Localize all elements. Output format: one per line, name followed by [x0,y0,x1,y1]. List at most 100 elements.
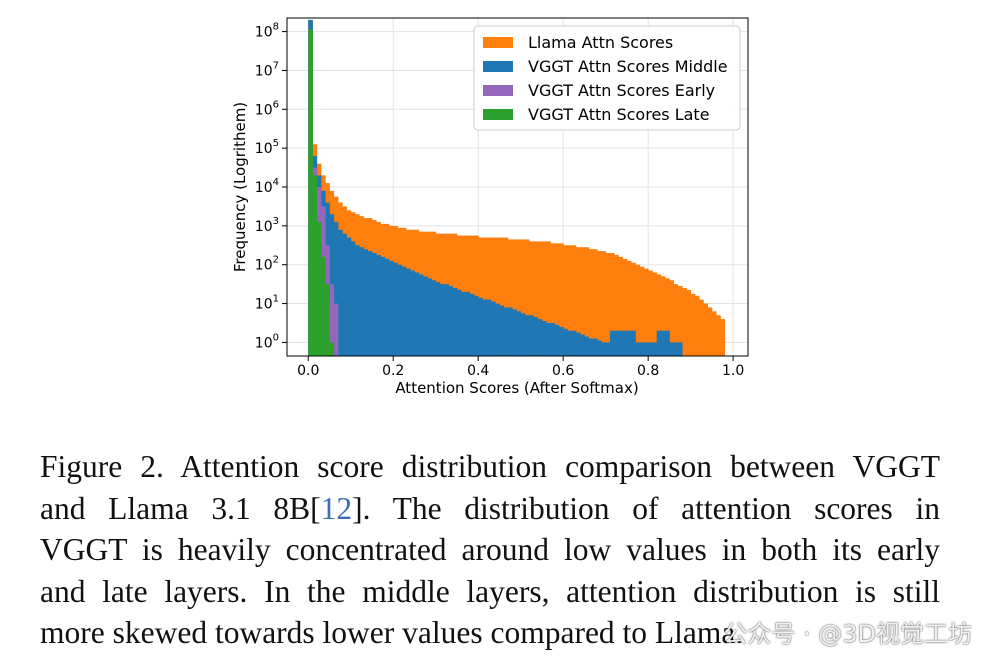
histogram-bar [537,241,543,356]
histogram-bar [495,303,500,356]
caption-line-4: and late layers. In the middle layers, a… [40,573,940,609]
x-tick-label: 0.2 [382,363,404,379]
y-axis-ticks: 100 101 102 103 104 105 106 107 108 [255,22,287,351]
legend-box [473,25,741,131]
histogram-bar [422,276,428,356]
histogram-bar [660,330,666,356]
histogram-bar [465,291,471,356]
histogram-bar [333,221,339,356]
histogram-bar [707,307,713,356]
histogram-bar [524,315,530,356]
histogram-bar [320,256,326,356]
y-tick-label: 103 [255,216,279,235]
histogram-bar [380,256,386,356]
histogram-bar [388,260,394,356]
histogram-bar [584,247,590,356]
histogram-bar [541,321,547,356]
histogram-bar [643,268,649,356]
histogram-bar [631,262,636,356]
histogram-bar [308,29,313,356]
histogram-bar [384,258,390,356]
y-tick-label: 104 [255,177,279,196]
histogram-bar [563,245,568,356]
histogram-bar [567,330,573,356]
histogram-bar [571,245,577,356]
histogram-bar [397,264,403,356]
histogram-bar [669,280,675,356]
histogram-bar [652,272,658,356]
histogram-bar [499,305,505,356]
histogram-bar [597,340,602,356]
legend-label: VGGT Attn Scores Middle [528,57,728,76]
histogram-chart: 0.0 0.2 0.4 0.6 0.8 1.0 100 101 102 103 104 105 106… [231,17,749,397]
histogram-bar [371,253,377,356]
histogram-bar [533,241,539,356]
histogram-bar [588,338,594,356]
histogram-bar [461,291,466,356]
x-axis-ticks: 0.0 0.2 0.4 0.6 0.8 1.0 [297,356,744,379]
histogram-bar [665,278,670,356]
histogram-bar [354,245,360,356]
histogram-bar [575,332,581,356]
histogram-bar [699,299,704,356]
histogram-bar [605,253,611,356]
histogram-bar [325,284,330,356]
histogram-bar [592,249,598,356]
watermark: 公众号 · @3D视觉工坊 [723,620,972,648]
histogram-bar [533,317,539,356]
histogram-bar [554,243,560,356]
histogram-bar [482,237,488,356]
legend-swatch [483,61,513,72]
histogram-bar [495,237,500,356]
histogram-bar [499,237,505,356]
histogram-bar [516,311,522,356]
histogram-bar [558,243,564,356]
histogram-bar [686,289,692,356]
histogram-bar [520,313,526,356]
histogram-bar [486,299,492,356]
histogram-bar [703,303,709,356]
histogram-bar [716,315,721,356]
histogram-bar [614,330,619,356]
histogram-bar [626,330,632,356]
histogram-bar [342,233,347,356]
histogram-bar [350,241,356,356]
histogram-bar [507,239,513,356]
histogram-bar [316,221,322,356]
histogram-bar [648,342,653,356]
histogram-bar [622,330,628,356]
x-tick-label: 0.0 [297,363,319,379]
histogram-bar [478,297,483,356]
histogram-bar [418,274,424,356]
histogram-bar [677,286,683,356]
figure-caption: Figure 2. Attention score distribution c… [40,446,940,654]
caption-line-2: and Llama 3.1 8B[12]. The distribution o… [40,488,940,530]
histogram-bar [690,293,696,356]
histogram-bar [427,278,432,356]
histogram-bar [609,253,615,356]
citation-link[interactable]: 12 [320,490,353,526]
histogram-bar [516,239,522,356]
caption-line-1: Figure 2. Attention score distribution c… [40,449,940,484]
histogram-bar [631,330,636,356]
histogram-bar [575,247,581,356]
histogram-bar [609,330,615,356]
histogram-bar [337,229,343,356]
histogram-bar [571,330,577,356]
y-tick-label: 100 [255,332,279,351]
caption-line-5: more skewed towards lower values compare… [40,615,744,650]
histogram-bar [507,307,513,356]
histogram-bar [478,237,483,356]
histogram-bar [456,289,462,356]
histogram-bar [652,342,658,356]
histogram-bar [660,276,666,356]
histogram-bar [554,324,560,356]
histogram-bar [639,266,645,356]
x-axis-label: Attention Scores (After Softmax) [395,379,638,397]
y-axis-label: Frequency (Logrithem) [231,102,249,272]
histogram-bar [614,254,619,356]
histogram-bar [720,319,726,356]
histogram-bar [648,270,653,356]
histogram-bar [333,303,339,356]
histogram-bar [563,328,568,356]
